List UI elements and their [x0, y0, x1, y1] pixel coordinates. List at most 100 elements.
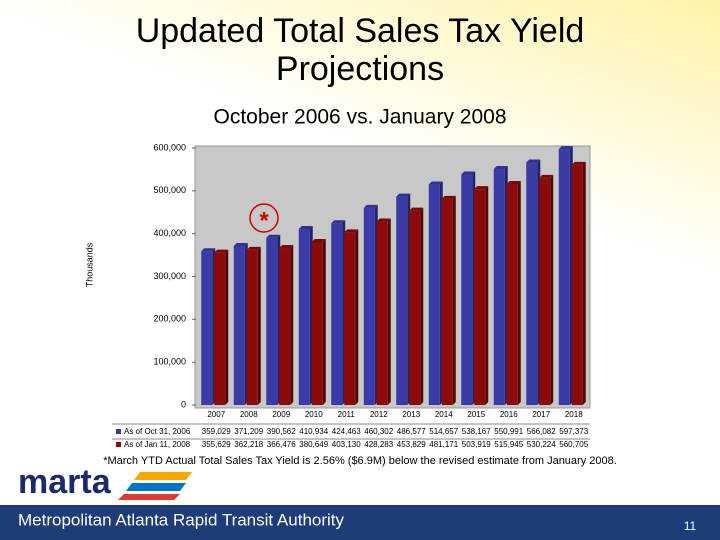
bar-top [311, 238, 326, 242]
x-tick-label: 2009 [272, 410, 290, 419]
bar-side [582, 161, 586, 405]
y-tick-label: 400,000 [153, 228, 186, 238]
x-tick-label: 2010 [305, 410, 323, 419]
y-tick-label: 0 [181, 399, 186, 409]
value-label: 515,945 [494, 440, 523, 449]
bar-side [420, 207, 424, 405]
bar-top [331, 220, 346, 224]
bar [571, 164, 583, 405]
value-label: 530,224 [527, 440, 556, 449]
bar-top [474, 186, 489, 190]
logo: marta [18, 463, 192, 501]
logo-stripe [118, 494, 180, 500]
bar [266, 237, 278, 405]
bar-top [266, 234, 281, 238]
value-label: 424,463 [332, 427, 361, 436]
legend-label: As of Oct 31, 2006 [124, 427, 191, 436]
value-label: 355,629 [202, 440, 231, 449]
bar-top [571, 161, 586, 165]
logo-stripe [134, 472, 192, 480]
legend-label: As of Jan 11, 2008 [124, 440, 191, 449]
value-label: 503,919 [462, 440, 491, 449]
value-label: 390,562 [267, 427, 296, 436]
bar [311, 241, 323, 405]
y-tick-label: 300,000 [153, 271, 186, 281]
footer-text: Metropolitan Atlanta Rapid Transit Autho… [18, 510, 345, 529]
bar-top [526, 159, 541, 163]
bar-side [290, 245, 294, 405]
bar-top [428, 181, 443, 185]
bar-side [387, 218, 391, 405]
bar [279, 248, 291, 405]
bar-top [409, 207, 424, 211]
footer-band [0, 505, 720, 540]
bar [246, 249, 258, 405]
bar [214, 252, 226, 405]
bar-top [363, 204, 378, 208]
bar-side [550, 174, 554, 405]
bar [506, 184, 518, 405]
footnote: *March YTD Actual Total Sales Tax Yield … [103, 455, 617, 467]
x-tick-label: 2018 [565, 410, 583, 419]
bar-side [517, 181, 521, 405]
bar [493, 168, 505, 405]
value-label: 560,705 [559, 440, 588, 449]
bar-top [279, 245, 294, 249]
bar-top [376, 218, 391, 222]
value-label: 362,218 [234, 440, 263, 449]
y-tick-label: 100,000 [153, 357, 186, 367]
bar-top [558, 146, 573, 150]
value-label: 359,029 [202, 427, 231, 436]
value-label: 380,649 [299, 440, 328, 449]
bar-top [539, 174, 554, 178]
slide-title: Updated Total Sales Tax Yield Projection… [135, 12, 585, 88]
bar-top [441, 195, 456, 199]
value-label: 486,577 [397, 427, 426, 436]
x-tick-label: 2008 [240, 410, 258, 419]
value-label: 481,171 [429, 440, 458, 449]
bar [461, 174, 473, 405]
bar [474, 189, 486, 405]
y-tick-label: 500,000 [153, 185, 186, 195]
bar [376, 221, 388, 405]
value-label: 428,283 [364, 440, 393, 449]
bar-top [233, 242, 248, 246]
value-label: 538,167 [462, 427, 491, 436]
x-tick-label: 2013 [402, 410, 420, 419]
bar-top [493, 165, 508, 169]
x-tick-label: 2012 [370, 410, 388, 419]
bar-top [396, 193, 411, 197]
value-label: 410,934 [299, 427, 328, 436]
logo-text: marta [18, 463, 112, 501]
plot-area [194, 145, 591, 409]
bar [539, 177, 551, 405]
bar-top [246, 246, 261, 250]
bar [428, 184, 440, 405]
bar-side [225, 249, 229, 405]
bar [363, 207, 375, 405]
x-tick-label: 2017 [532, 410, 550, 419]
logo-stripe [126, 483, 186, 491]
x-tick-label: 2007 [207, 410, 225, 419]
bar-top [214, 249, 229, 253]
legend-swatch [116, 442, 121, 447]
value-label: 366,476 [267, 440, 296, 449]
y-axis-label: Thousands [84, 242, 94, 287]
bar-top [461, 171, 476, 175]
bar-side [257, 246, 261, 405]
bar [298, 228, 310, 405]
y-tick-label: 600,000 [153, 142, 186, 152]
bar [526, 162, 538, 405]
bar-side [452, 195, 456, 405]
x-tick-label: 2016 [500, 410, 518, 419]
annotation-callout [249, 203, 279, 233]
value-label: 566,082 [527, 427, 556, 436]
subtitle: October 2006 vs. January 2008 [213, 106, 506, 129]
page-number: 11 [684, 519, 697, 533]
x-tick-label: 2015 [467, 410, 485, 419]
bar [331, 223, 343, 405]
bar [441, 198, 453, 405]
value-label: 460,302 [364, 427, 393, 436]
